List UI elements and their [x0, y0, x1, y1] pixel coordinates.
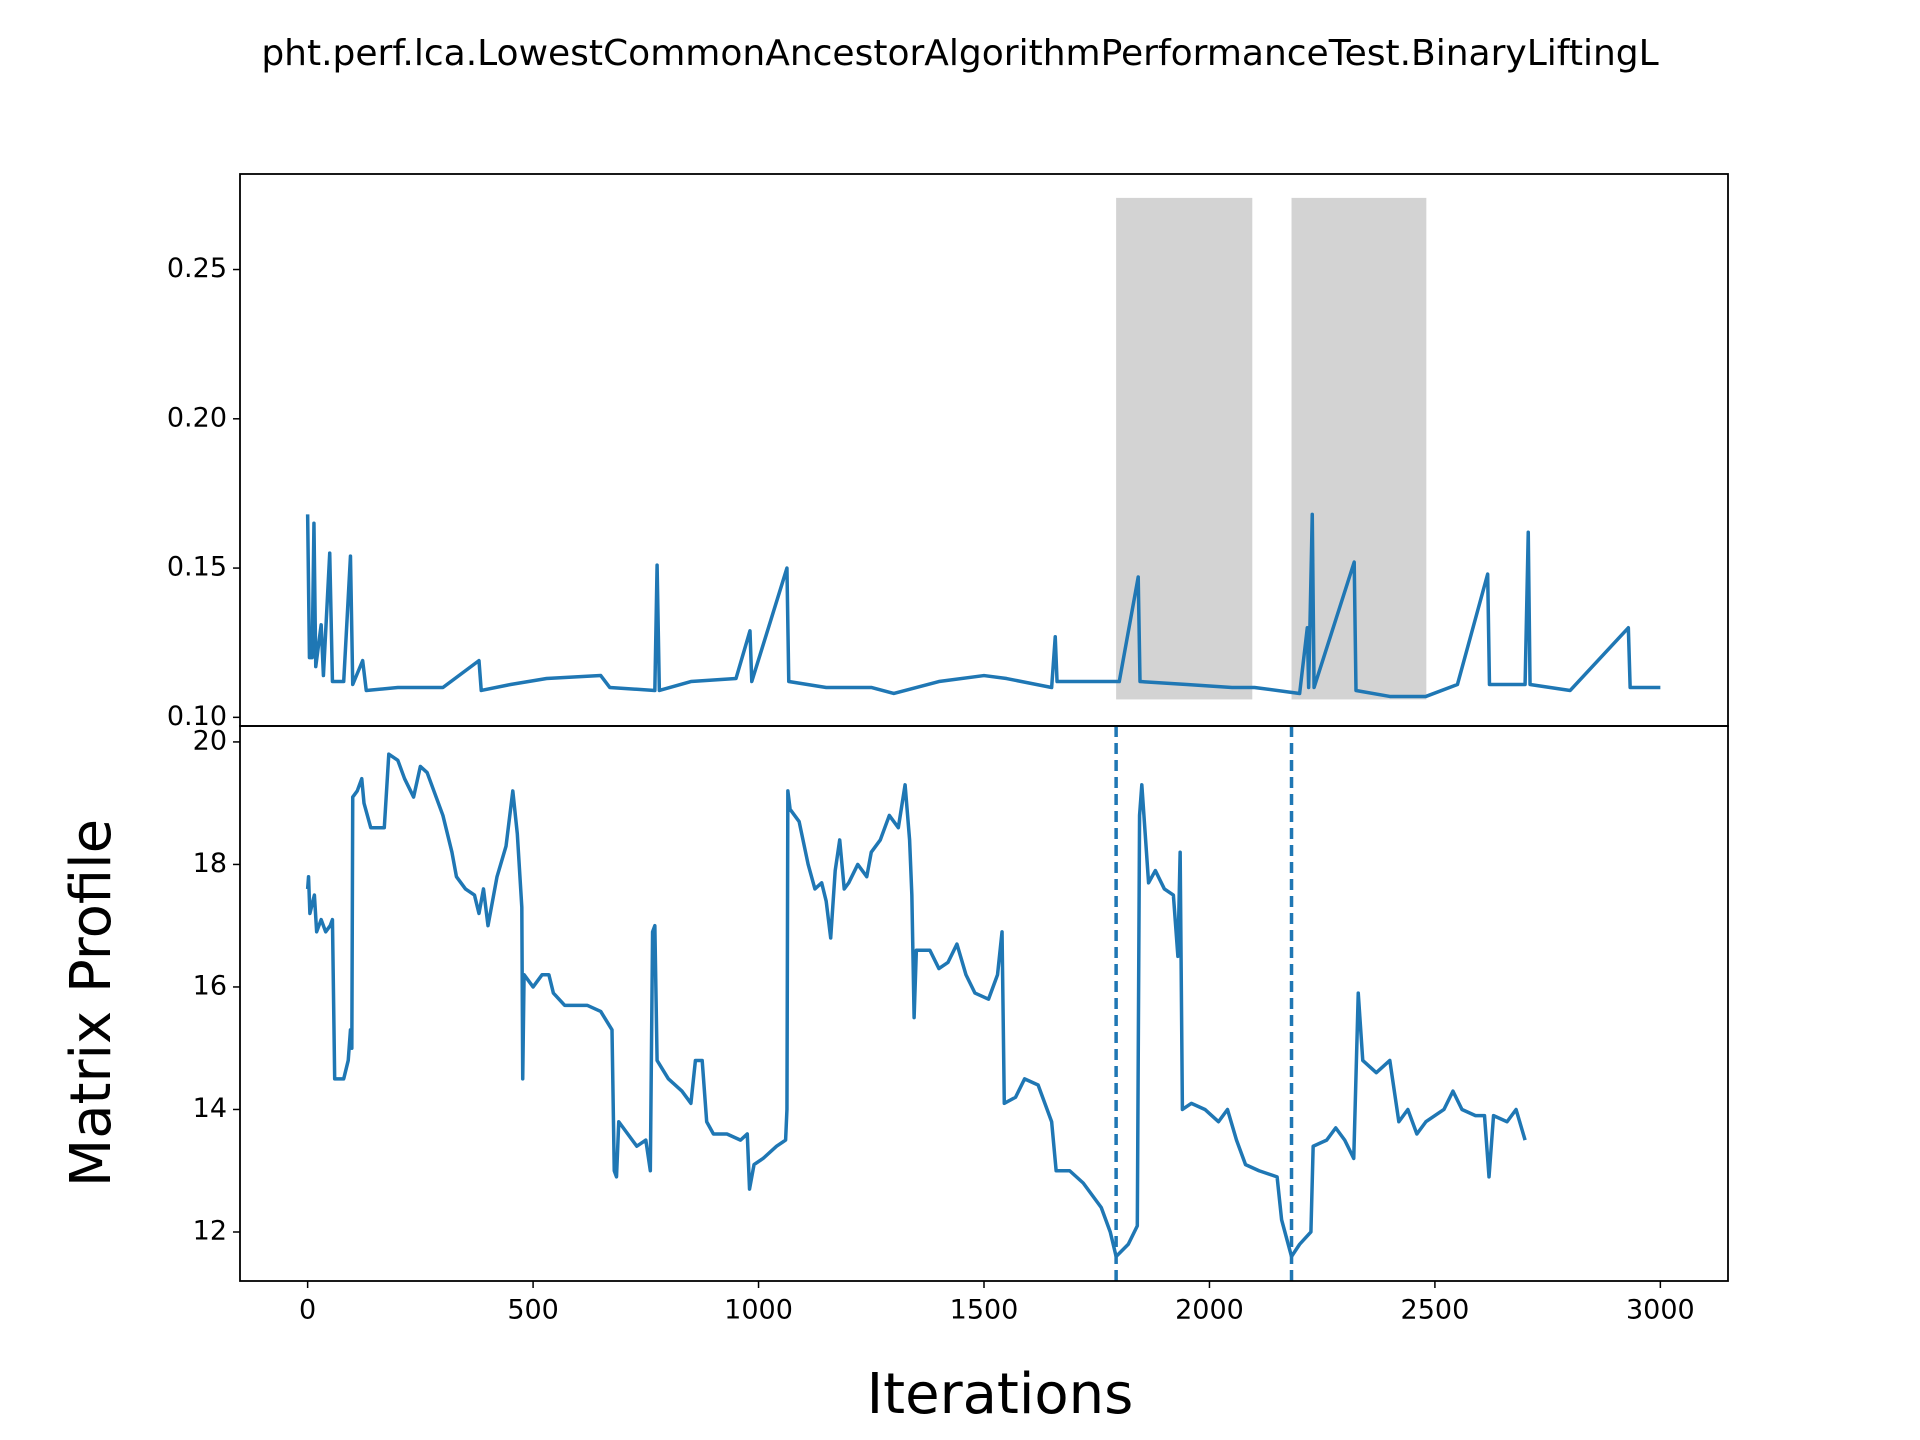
y-tick-label: 12	[193, 1215, 227, 1246]
x-tick-label: 0	[299, 1295, 316, 1326]
plot-frame	[239, 173, 1729, 727]
plot-frame	[239, 725, 1729, 1282]
y-tick-label: 0.10	[167, 701, 227, 732]
highlight-region	[1116, 197, 1253, 700]
x-tick-label: 1500	[950, 1295, 1019, 1326]
x-axis-label: Iterations	[867, 1362, 1134, 1427]
x-tick-label: 2000	[1175, 1295, 1244, 1326]
chart-title: pht.perf.lca.LowestCommonAncestorAlgorit…	[261, 33, 1658, 74]
y-tick-label: 16	[193, 970, 227, 1001]
y-tick-label: 14	[193, 1093, 227, 1124]
x-tick-label: 500	[507, 1295, 559, 1326]
x-tick-label: 1000	[724, 1295, 793, 1326]
y-tick-label: 0.15	[167, 552, 227, 583]
y-tick-label: 0.25	[167, 253, 227, 284]
y-axis-label: Matrix Profile	[59, 819, 124, 1187]
y-tick-label: 18	[193, 848, 227, 879]
data-line	[305, 512, 1661, 699]
data-line	[305, 752, 1527, 1259]
x-tick-label: 2500	[1401, 1295, 1470, 1326]
x-tick-label: 3000	[1626, 1295, 1695, 1326]
y-tick-label: 20	[193, 725, 227, 756]
y-tick-label: 0.20	[167, 402, 227, 433]
